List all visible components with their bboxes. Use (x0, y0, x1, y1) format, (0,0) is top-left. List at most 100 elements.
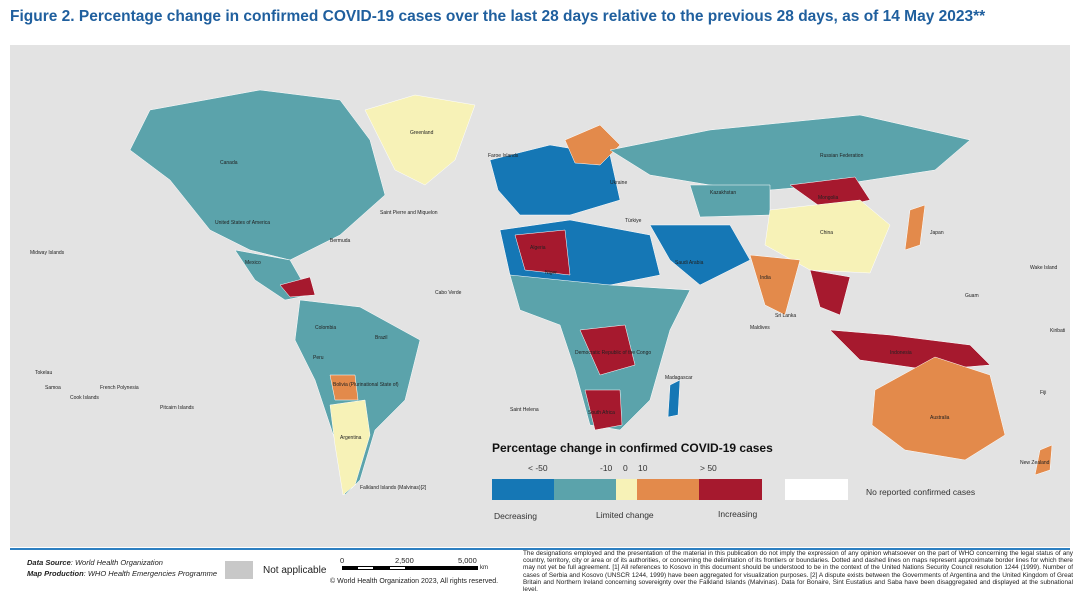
map-label: Peru (313, 355, 324, 361)
map-label: Maldives (750, 325, 770, 331)
legend-tick: 10 (638, 463, 648, 473)
legend-no-cases-label: No reported confirmed cases (866, 487, 976, 497)
map-label: Sri Lanka (775, 313, 797, 319)
map-label: Bolivia (Plurinational State of) (333, 382, 399, 388)
legend-limited-label: Limited change (596, 510, 654, 520)
map-label: Colombia (315, 325, 337, 331)
region-new-zealand (1034, 444, 1053, 476)
map-label: Brazil (375, 335, 388, 341)
scale-unit: km (480, 565, 488, 571)
legend-swatch-strong-increase (699, 479, 762, 500)
map-label: Japan (930, 230, 944, 236)
legend-tick: < -50 (528, 463, 548, 473)
not-applicable-swatch (225, 561, 253, 579)
map-label: Türkiye (625, 218, 642, 224)
world-map: Greenland Canada United States of Americ… (10, 45, 1070, 547)
scale-tick: 0 (340, 556, 345, 565)
legend-title: Percentage change in confirmed COVID-19 … (492, 441, 773, 455)
region-india (749, 254, 801, 316)
map-label: Canada (220, 160, 238, 166)
map-production: Map Production: WHO Health Emergencies P… (27, 569, 217, 578)
map-svg (129, 89, 1053, 496)
map-label: Democratic Republic of the Congo (575, 350, 652, 356)
disclaimer: The designations employed and the presen… (523, 550, 1073, 594)
data-source-label: Data Source (27, 558, 71, 567)
map-label: Niger (545, 270, 557, 276)
region-caribbean (279, 276, 316, 298)
map-label: Wake Island (1030, 265, 1058, 271)
region-middle-east (649, 224, 751, 286)
map-label: Saint Helena (510, 407, 539, 413)
region-southern-africa (584, 389, 623, 431)
map-label: United States of America (215, 220, 271, 226)
legend-swatch-no-cases (785, 479, 848, 500)
legend-increasing-label: Increasing (718, 509, 758, 519)
map-production-label: Map Production (27, 569, 84, 578)
map-label: Saint Pierre and Miquelon (380, 210, 438, 216)
footer-divider (10, 548, 1070, 550)
map-label: Australia (930, 415, 950, 421)
legend-tick: -10 (600, 463, 613, 473)
map-label: South Africa (588, 410, 615, 416)
data-source: Data Source: World Health Organization (27, 558, 163, 567)
map-label: Mongolia (818, 195, 839, 201)
region-drc (579, 324, 636, 376)
map-label: Falkland Islands (Malvinas)[2] (360, 485, 427, 491)
scale-bar-segment (390, 567, 405, 569)
map-label: Kiribati (1050, 328, 1066, 334)
map-label: Argentina (340, 435, 362, 441)
scale-bar-line (342, 566, 478, 570)
scale-bar-segment (358, 567, 373, 569)
legend-tick: 0 (623, 463, 628, 473)
map-label: Algeria (530, 245, 546, 251)
map-label: Cabo Verde (435, 290, 462, 296)
legend-swatch-strong-decrease (492, 479, 554, 500)
map-label: Fiji (1040, 390, 1047, 396)
region-indonesia (829, 329, 991, 371)
map-label: China (820, 230, 834, 236)
map-label: Faroe Islands (488, 153, 519, 159)
map-label: Saudi Arabia (675, 260, 704, 266)
map-label: Greenland (410, 130, 434, 136)
not-applicable-label: Not applicable (263, 565, 327, 576)
map-label: Kazakhstan (710, 190, 737, 196)
map-label: New Zealand (1020, 460, 1050, 466)
region-se-asia (809, 269, 851, 316)
map-label: Madagascar (665, 375, 693, 381)
map-label: Pitcairn Islands (160, 405, 194, 411)
map-label: Russian Federation (820, 153, 864, 159)
legend-swatch-increase (637, 479, 699, 500)
map-label: Midway Islands (30, 250, 65, 256)
map-label: Tokelau (35, 370, 53, 376)
map-label: Mexico (245, 260, 261, 266)
region-china (764, 199, 891, 274)
region-madagascar (667, 379, 681, 418)
data-source-value: : World Health Organization (70, 558, 163, 567)
scale-tick: 5,000 (458, 556, 477, 565)
map-label: Ukraine (610, 180, 628, 186)
map-label: Indonesia (890, 350, 912, 356)
region-greenland (364, 94, 476, 186)
region-algeria (514, 229, 571, 276)
region-russia (609, 114, 971, 191)
legend-decreasing-label: Decreasing (494, 511, 537, 521)
region-japan (904, 204, 926, 251)
map-label: French Polynesia (100, 385, 139, 391)
map-label: Bermuda (330, 238, 351, 244)
region-argentina (329, 399, 371, 496)
region-bolivia (329, 374, 359, 401)
region-north-america (129, 89, 386, 261)
region-australia (871, 356, 1006, 461)
legend-tick: > 50 (700, 463, 717, 473)
map-label: India (760, 275, 771, 281)
map-production-value: : WHO Health Emergencies Programme (83, 569, 218, 578)
legend-swatch-decrease (554, 479, 616, 500)
copyright: © World Health Organization 2023, All ri… (330, 578, 499, 585)
legend-swatch-limited (616, 479, 637, 500)
region-scandinavia (564, 124, 621, 166)
map-label: Cook Islands (70, 395, 99, 401)
figure-title: Figure 2. Percentage change in confirmed… (10, 8, 986, 25)
map-label: Samoa (45, 385, 61, 391)
scale-tick: 2,500 (395, 556, 414, 565)
map-label: Guam (965, 293, 979, 299)
